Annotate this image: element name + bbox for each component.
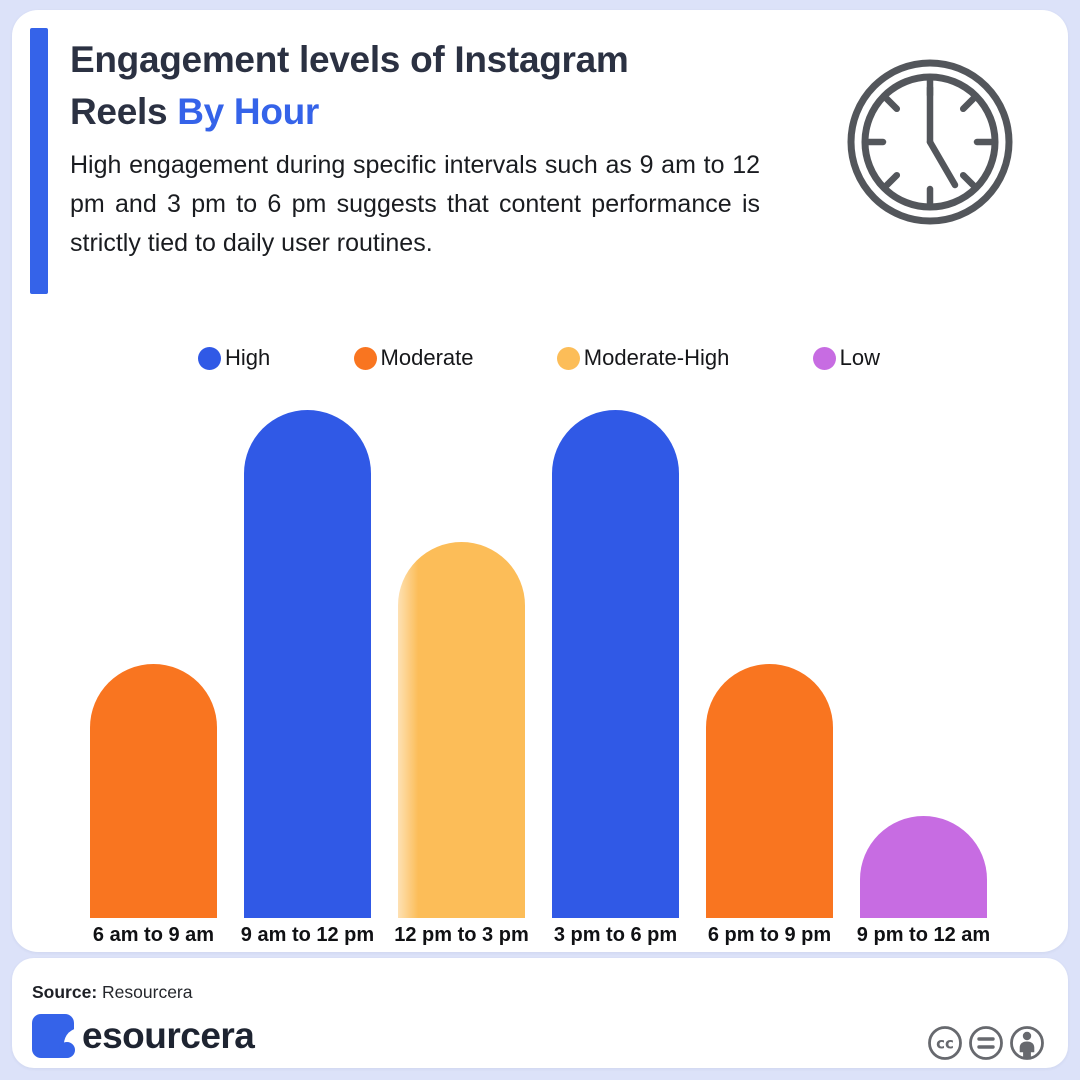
legend-item-moderate: Moderate [353, 345, 474, 371]
source-label: Source: [32, 982, 98, 1002]
x-axis-label: 12 pm to 3 pm [394, 924, 529, 946]
legend-label: High [225, 345, 271, 370]
x-axis-label: 6 am to 9 am [92, 924, 215, 946]
title-line2: Reels By Hour [70, 86, 629, 138]
bar-9-am-to-12-pm [244, 410, 371, 918]
title-accent-bar [30, 28, 48, 294]
brand-wordmark: esourcera [82, 1015, 255, 1056]
equals-icon [969, 1026, 1003, 1060]
title-line1: Engagement levels of Instagram [70, 39, 629, 80]
cc-icon: cc [928, 1026, 962, 1060]
legend-label: Low [839, 345, 880, 370]
resourcera-logo-mark-icon [32, 1014, 80, 1060]
bar-6-pm-to-9-pm [706, 664, 833, 918]
legend-label: Moderate [380, 345, 474, 370]
title-line2-prefix: Reels [70, 91, 168, 132]
footer-card: Source: Resourcera esourcera cc [12, 958, 1068, 1068]
x-axis-label: 9 am to 12 pm [240, 924, 375, 946]
bar-12-pm-to-3-pm [398, 542, 525, 918]
legend-item-moderate-high: Moderate-High [556, 345, 730, 371]
source-line: Source: Resourcera [32, 982, 193, 1003]
bar-3-pm-to-6-pm [552, 410, 679, 918]
bar-chart [12, 400, 1068, 918]
infographic-card: Engagement levels of Instagram Reels By H… [12, 10, 1068, 952]
page-title: Engagement levels of Instagram Reels By H… [70, 34, 629, 138]
legend-item-high: High [198, 345, 270, 371]
x-axis-label: 6 pm to 9 pm [707, 924, 832, 946]
legend-dot-icon [556, 346, 580, 370]
source-value: Resourcera [102, 982, 193, 1002]
legend-item-low: Low [812, 345, 880, 371]
title-line2-highlight: By Hour [177, 91, 320, 132]
clock-icon [847, 59, 1013, 225]
bar-9-pm-to-12-am [860, 816, 987, 918]
clock-hands [926, 84, 959, 189]
legend-dot-icon [353, 346, 377, 370]
description-text: High engagement during specific interval… [70, 151, 760, 257]
legend-dot-icon [198, 346, 221, 370]
legend-dot-icon [812, 346, 836, 370]
x-axis-labels: 6 am to 9 am 9 am to 12 pm 12 pm to 3 pm 3 … [12, 924, 1068, 956]
legend-label: Moderate-High [583, 345, 730, 370]
person-icon [1010, 1026, 1044, 1060]
chart-legend: High Moderate Moderate-High Low [198, 344, 880, 372]
svg-text:cc: cc [936, 1035, 954, 1053]
bar-6-am-to-9-am [90, 664, 217, 918]
x-axis-label: 9 pm to 12 am [856, 924, 991, 946]
x-axis-label: 3 pm to 6 pm [553, 924, 678, 946]
brand-logo: esourcera [32, 1012, 255, 1060]
license-icons: cc [926, 1024, 1046, 1062]
